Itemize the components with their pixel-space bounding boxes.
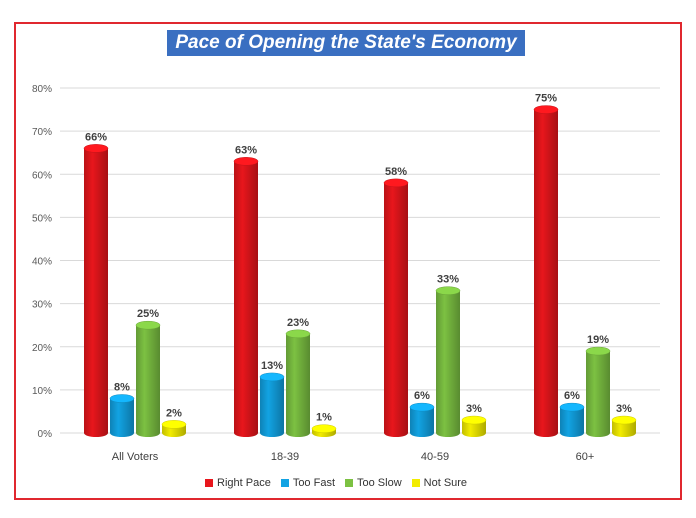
bar-cap xyxy=(83,144,109,153)
bar-cap xyxy=(285,329,311,339)
legend-item-not-sure: Not Sure xyxy=(411,477,468,489)
x-tick-label: 40-59 xyxy=(421,451,449,463)
data-label: 2% xyxy=(166,407,182,419)
bar-cap xyxy=(135,320,161,330)
legend-swatch-too-slow xyxy=(345,479,353,487)
bar-cap xyxy=(161,420,187,429)
legend-label-too-slow: Too Slow xyxy=(357,477,402,489)
bar xyxy=(286,333,310,437)
data-label: 75% xyxy=(535,93,557,105)
bar xyxy=(84,148,108,437)
bar xyxy=(534,109,558,437)
bar-cap xyxy=(383,178,409,188)
legend-label-right-pace: Right Pace xyxy=(217,477,271,489)
bar-cap xyxy=(611,415,637,425)
bar xyxy=(136,325,160,437)
x-tick-label: 60+ xyxy=(576,451,595,463)
legend-item-right-pace: Right Pace xyxy=(205,477,271,489)
legend-swatch-too-fast xyxy=(280,479,289,487)
bar xyxy=(612,420,636,437)
bar xyxy=(560,407,584,437)
bar xyxy=(110,398,134,437)
bar-cap xyxy=(585,346,611,356)
bar xyxy=(260,376,284,437)
y-tick-label: 20% xyxy=(32,343,52,354)
chart-title: Pace of Opening the State's Economy xyxy=(167,30,525,56)
data-label: 63% xyxy=(235,144,257,156)
data-label: 23% xyxy=(287,317,309,329)
bar xyxy=(586,351,610,437)
legend: Right Pace Too Fast Too Slow Not Sure xyxy=(205,474,515,492)
bar xyxy=(436,290,460,437)
y-tick-label: 50% xyxy=(32,213,52,224)
bar-cap xyxy=(559,402,585,412)
bar-cap xyxy=(259,372,285,382)
data-label: 6% xyxy=(414,390,430,402)
bar-cap xyxy=(435,286,461,295)
bar-cap xyxy=(533,105,559,114)
legend-label-too-fast: Too Fast xyxy=(292,477,335,489)
bar-cap xyxy=(311,424,337,433)
y-tick-label: 10% xyxy=(32,386,52,397)
bar xyxy=(234,161,258,437)
data-label: 19% xyxy=(587,334,609,346)
legend-label-not-sure: Not Sure xyxy=(423,477,468,489)
data-label: 3% xyxy=(616,403,632,415)
bar xyxy=(410,407,434,437)
y-tick-label: 40% xyxy=(32,257,52,268)
data-label: 8% xyxy=(114,382,130,394)
data-label: 3% xyxy=(466,403,482,415)
data-label: 25% xyxy=(137,308,159,320)
bar-cap xyxy=(409,402,435,412)
legend-item-too-slow: Too Slow xyxy=(345,477,402,489)
y-tick-label: 80% xyxy=(32,84,52,95)
data-label: 1% xyxy=(316,412,332,424)
legend-swatch-right-pace xyxy=(205,479,213,487)
data-label: 33% xyxy=(437,274,459,286)
bar-cap xyxy=(109,394,135,403)
legend-item-too-fast: Too Fast xyxy=(280,477,335,489)
data-label: 13% xyxy=(261,360,283,372)
legend-swatch-not-sure xyxy=(411,479,420,487)
y-tick-label: 30% xyxy=(32,300,52,311)
bar-cap xyxy=(461,415,487,425)
data-label: 58% xyxy=(385,166,407,178)
x-tick-label: All Voters xyxy=(112,451,159,463)
y-tick-label: 60% xyxy=(32,170,52,181)
bar xyxy=(384,182,408,437)
y-tick-label: 70% xyxy=(32,127,52,138)
y-tick-label: 0% xyxy=(38,429,53,440)
data-label: 6% xyxy=(564,390,580,402)
bar xyxy=(462,420,486,437)
x-tick-label: 18-39 xyxy=(271,451,299,463)
data-label: 66% xyxy=(85,131,107,143)
bar-cap xyxy=(233,157,259,166)
